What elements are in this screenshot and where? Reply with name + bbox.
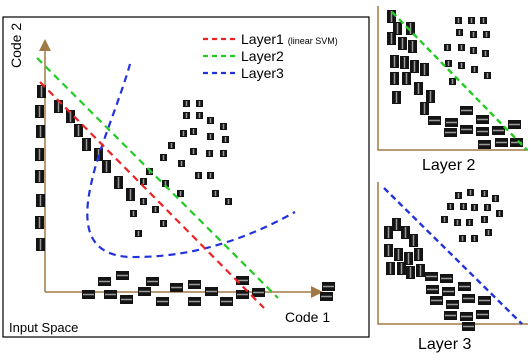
layer2-panel-boundary (391, 11, 528, 151)
layer3-panel: Layer 3 (377, 182, 528, 353)
layer3-caption: Layer 3 (418, 336, 471, 353)
layer3-panel-boundary (383, 187, 523, 325)
layer2-caption: Layer 2 (422, 157, 475, 174)
legend: Layer1 (linear SVM) Layer2 Layer3 (203, 31, 338, 81)
axis-x-label: Code 1 (285, 309, 330, 325)
space-label: Input Space (9, 320, 78, 335)
main-panel-frame (2, 16, 370, 338)
legend-label-layer2: Layer2 (241, 48, 284, 64)
layer2-panel-axes (377, 6, 528, 151)
layer3-panel-axes (377, 182, 528, 325)
legend-label-layer3: Layer3 (241, 65, 284, 81)
layer2-boundary (36, 57, 279, 299)
layer3-patches (384, 189, 503, 331)
layer2-patches (387, 10, 523, 149)
layer2-panel: Layer 2 (377, 6, 528, 174)
legend-label-layer1: Layer1 (linear SVM) (241, 31, 338, 47)
main-patches (35, 85, 335, 306)
input-space-panel: Layer1 (linear SVM) Layer2 Layer3 Code 2… (2, 16, 370, 338)
axis-y-label: Code 2 (8, 23, 24, 68)
layer3-boundary (86, 63, 296, 259)
layer1-boundary (39, 81, 265, 309)
